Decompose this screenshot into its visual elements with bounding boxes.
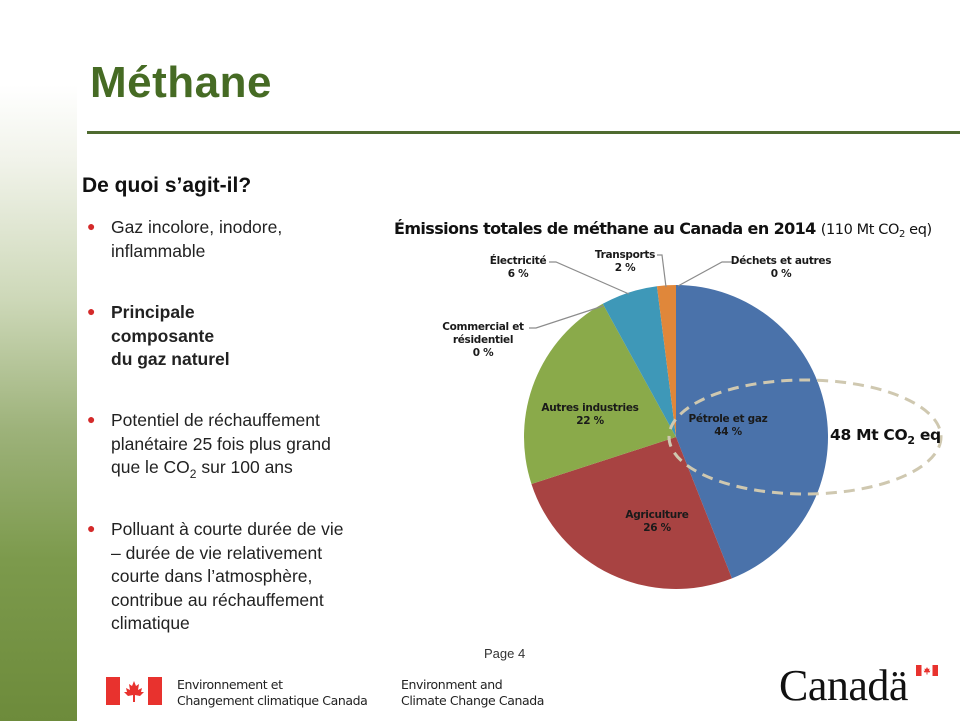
label-value: 44 % — [714, 426, 742, 438]
label-commercial-residentiel: Commercial et résidentiel 0 % — [436, 321, 530, 360]
label-name: Agriculture — [625, 509, 689, 521]
label-value: 2 % — [614, 262, 636, 274]
text-fragment: (110 Mt CO — [820, 222, 900, 238]
label-value: 26 % — [643, 522, 671, 534]
annotation-callout: 48 Mt CO2 eq — [830, 426, 941, 447]
text-fragment: que le CO — [111, 457, 190, 477]
subscript: 2 — [907, 434, 915, 447]
leader-line-dechets — [677, 261, 732, 287]
label-name: Électricité — [489, 255, 547, 267]
wordmark-flag-icon — [916, 665, 938, 676]
pie-slice-transports — [656, 285, 676, 437]
chart-title: Émissions totales de méthane au Canada e… — [394, 219, 932, 240]
bullet-dot-icon: ● — [87, 411, 96, 427]
bullet-text-line: inflammable — [111, 240, 206, 261]
label-autres-industries: Autres industries 22 % — [535, 402, 645, 428]
label-value: 6 % — [507, 268, 529, 280]
pie-slice-electricite — [602, 286, 676, 437]
text-line: Changement climatique Canada — [177, 693, 368, 708]
bullet-item: ● Gaz incolore, inodore, inflammable — [84, 216, 282, 263]
label-petrole-gaz: Pétrole et gaz 44 % — [680, 413, 776, 439]
label-name: Commercial et — [442, 321, 524, 333]
title-divider — [87, 131, 960, 134]
bullet-text-line: Potentiel de réchauffement — [111, 410, 320, 430]
label-dechets-autres: Déchets et autres 0 % — [726, 255, 836, 281]
decorative-gradient-sidebar — [0, 0, 77, 721]
bullet-text-line: composante — [111, 325, 215, 346]
bullet-text-line: du gaz naturel — [111, 349, 230, 369]
bullet-item: ● Polluant à courte durée de vie – durée… — [84, 518, 344, 636]
label-transports: Transports 2 % — [588, 249, 662, 275]
label-name: Autres industries — [541, 402, 639, 414]
label-value: 22 % — [576, 415, 604, 427]
subscript: 2 — [189, 467, 197, 481]
text-fragment: 48 Mt CO — [830, 426, 908, 444]
chart-title-main: Émissions totales de méthane au Canada e… — [394, 219, 816, 238]
text-fragment: sur 100 ans — [196, 457, 293, 477]
label-agriculture: Agriculture 26 % — [612, 509, 702, 535]
bullet-text-line: climatique — [111, 613, 190, 633]
pie-slice-petrole-gaz — [676, 284, 829, 579]
bullet-dot-icon: ● — [87, 303, 96, 319]
chart-title-note: (110 Mt CO2 eq) — [820, 222, 932, 240]
pie-slice-agriculture — [531, 437, 732, 590]
text-line: Climate Change Canada — [401, 693, 545, 708]
bullet-text-line: Principale — [111, 302, 195, 322]
bullet-item: ● Potentiel de réchauffement planétaire … — [84, 409, 331, 480]
bullet-text-line: Gaz incolore, inodore, — [111, 217, 283, 237]
text-fragment: eq — [914, 426, 941, 444]
canada-wordmark: Canadä — [779, 661, 908, 710]
department-name-en: Environment and Climate Change Canada — [401, 677, 544, 709]
label-name: résidentiel — [452, 334, 514, 346]
text-fragment: eq) — [904, 222, 932, 238]
department-name-fr: Environnement et Changement climatique C… — [177, 677, 368, 709]
text-line: Environnement et — [177, 677, 283, 692]
subscript: 2 — [899, 229, 905, 240]
label-name: Déchets et autres — [730, 255, 832, 267]
annotation-dashed-ellipse — [667, 378, 943, 496]
label-name: Transports — [594, 249, 656, 261]
label-electricite: Électricité 6 % — [478, 255, 558, 281]
bullet-text-line: Polluant à courte durée de vie — [111, 519, 344, 539]
leader-line-commercial — [529, 305, 604, 329]
section-heading: De quoi s’agit-il? — [82, 174, 252, 197]
label-name: Pétrole et gaz — [688, 413, 768, 425]
bullet-dot-icon: ● — [87, 520, 96, 536]
bullet-text-line: – durée de vie relativement — [111, 542, 323, 563]
page-number: Page 4 — [484, 646, 526, 661]
bullet-text-line: planétaire 25 fois plus grand — [111, 433, 331, 454]
bullet-text-line: contribue au réchauffement — [111, 589, 324, 610]
bullet-dot-icon: ● — [87, 218, 96, 234]
label-value: 0 % — [770, 268, 792, 280]
canada-flag-icon — [106, 677, 162, 705]
label-value: 0 % — [472, 347, 494, 359]
bullet-item: ● Principale composante du gaz naturel — [84, 301, 230, 372]
pie-slice-autres-industries — [523, 303, 676, 484]
bullet-text-line: que le CO2 sur 100 ans — [111, 456, 331, 480]
slide-title: Méthane — [90, 58, 272, 107]
text-line: Environment and — [401, 677, 503, 692]
bullet-text-line: courte dans l’atmosphère, — [111, 566, 313, 586]
leader-line-electricite — [549, 261, 630, 295]
leader-line-transports — [657, 254, 667, 288]
